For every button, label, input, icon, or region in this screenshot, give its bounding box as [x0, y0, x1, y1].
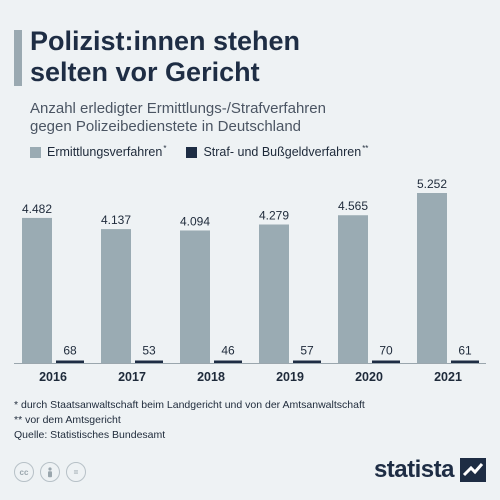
data-label-straf-bussgeldverfahren-2016: 68	[63, 344, 77, 358]
bar-ermittlungsverfahren-2017[interactable]	[101, 229, 131, 363]
no-derivatives-icon[interactable]: =	[66, 462, 86, 482]
bar-ermittlungsverfahren-2020[interactable]	[338, 215, 368, 363]
bar-ermittlungsverfahren-2019[interactable]	[259, 224, 289, 363]
statista-logo[interactable]: statista	[374, 456, 486, 484]
legend-swatch-straf-bussgeldverfahren	[186, 146, 198, 158]
data-label-straf-bussgeldverfahren-2017: 53	[142, 344, 156, 358]
subtitle-line-1: Anzahl erledigter Ermittlungs-/Strafverf…	[30, 100, 326, 117]
data-label-ermittlungsverfahren-2019: 4.279	[259, 208, 289, 222]
data-label-straf-bussgeldverfahren-2021: 61	[458, 344, 472, 358]
data-label-ermittlungsverfahren-2018: 4.094	[180, 214, 210, 228]
bar-ermittlungsverfahren-2021[interactable]	[417, 193, 447, 363]
legend-swatch-ermittlungsverfahren	[30, 146, 41, 158]
chart-legend: Ermittlungsverfahren * Straf- und Bußgeld…	[30, 143, 490, 159]
footnote-1: * durch Staatsanwaltschaft beim Landgeri…	[14, 399, 365, 411]
x-tick-label-2017: 2017	[118, 370, 146, 384]
bar-ermittlungsverfahren-2016[interactable]	[22, 217, 52, 363]
data-label-straf-bussgeldverfahren-2018: 46	[221, 344, 235, 358]
subtitle-line-2: gegen Polizeibedienstete in Deutschland	[30, 118, 302, 135]
data-label-ermittlungsverfahren-2017: 4.137	[101, 213, 131, 227]
footnotes: * durch Staatsanwaltschaft beim Landgeri…	[14, 398, 490, 443]
statista-logo-icon	[460, 458, 486, 482]
x-tick-label-2021: 2021	[434, 370, 462, 384]
x-tick-label-2018: 2018	[197, 370, 225, 384]
data-label-straf-bussgeldverfahren-2020: 70	[379, 344, 393, 358]
legend-item-straf-bussgeldverfahren: Straf- und Bußgeldverfahren **	[186, 143, 369, 159]
legend-footnote-mark-1: *	[163, 143, 167, 153]
bar-straf-bussgeldverfahren-2018[interactable]	[214, 360, 242, 364]
data-label-straf-bussgeldverfahren-2019: 57	[300, 344, 314, 358]
creative-commons-icon[interactable]: cc	[14, 462, 34, 482]
bar-straf-bussgeldverfahren-2016[interactable]	[56, 360, 84, 364]
legend-label-ermittlungsverfahren: Ermittlungsverfahren	[47, 145, 163, 159]
bar-chart: 4.482 68 2016 4.137 53 2017 4.094 46 2018 4.279 57…	[14, 177, 486, 384]
source-note: Quelle: Statistisches Bundesamt	[14, 429, 166, 441]
title-line-1: Polizist:innen stehen	[30, 26, 301, 56]
chart-subtitle: Anzahl erledigter Ermittlungs-/Strafverf…	[30, 100, 470, 136]
legend-item-ermittlungsverfahren: Ermittlungsverfahren *	[30, 143, 167, 159]
bar-straf-bussgeldverfahren-2020[interactable]	[372, 360, 400, 364]
title-accent-bar	[14, 30, 22, 86]
statista-wordmark: statista	[373, 456, 455, 483]
bar-straf-bussgeldverfahren-2017[interactable]	[135, 360, 163, 364]
x-tick-label-2016: 2016	[39, 370, 67, 384]
x-tick-label-2019: 2019	[276, 370, 304, 384]
attribution-icon[interactable]	[40, 462, 60, 482]
data-label-ermittlungsverfahren-2021: 5.252	[417, 177, 447, 191]
chart-title: Polizist:innen stehen selten vor Gericht	[30, 26, 470, 88]
data-label-ermittlungsverfahren-2016: 4.482	[22, 202, 52, 216]
legend-footnote-mark-2: **	[362, 143, 369, 153]
legend-label-straf-bussgeldverfahren: Straf- und Bußgeldverfahren	[203, 145, 362, 159]
bar-straf-bussgeldverfahren-2021[interactable]	[451, 360, 479, 364]
data-label-ermittlungsverfahren-2020: 4.565	[338, 199, 368, 213]
bar-ermittlungsverfahren-2018[interactable]	[180, 230, 210, 363]
bar-straf-bussgeldverfahren-2019[interactable]	[293, 360, 321, 364]
title-line-2: selten vor Gericht	[30, 57, 260, 87]
license-icons: cc =	[14, 462, 92, 482]
x-tick-label-2020: 2020	[355, 370, 383, 384]
footnote-2: ** vor dem Amtsgericht	[14, 414, 121, 426]
